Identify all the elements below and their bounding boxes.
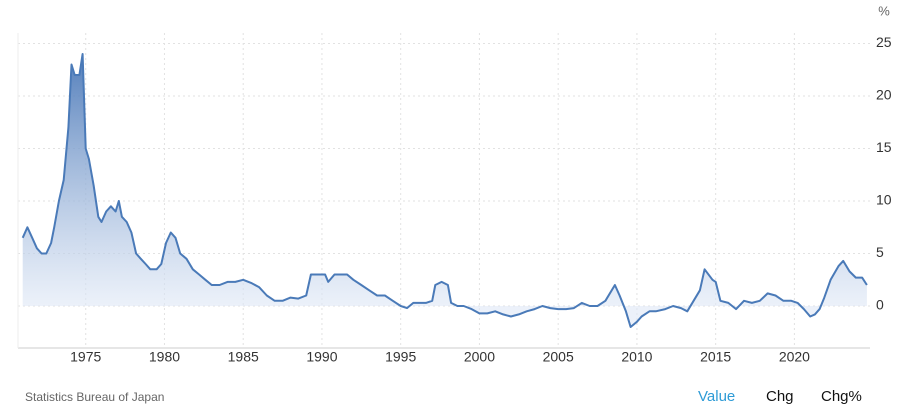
x-tick-label: 1980 — [149, 349, 180, 365]
y-unit: % — [878, 3, 890, 18]
x-tick-label: 1990 — [306, 349, 337, 365]
chg-pct-button[interactable]: Chg% — [821, 388, 862, 405]
x-tick-label: 2005 — [543, 349, 574, 365]
x-tick-label: 2015 — [700, 349, 731, 365]
x-tick-label: 2010 — [621, 349, 652, 365]
source: Statistics Bureau of Japan — [25, 390, 165, 404]
x-tick-label: 2000 — [464, 349, 495, 365]
y-tick-label: 15 — [876, 139, 892, 155]
y-tick-label: 25 — [876, 34, 892, 50]
y-tick-label: 20 — [876, 87, 892, 103]
y-tick-label: 5 — [876, 244, 884, 260]
chart: % 0 5 10 15 20 25 1975 1980 1985 1990 1995 2000 2005… — [17, 3, 892, 365]
line — [21, 53, 868, 328]
x-tick-label: 1975 — [70, 349, 101, 365]
x-tick-label: 1985 — [228, 349, 259, 365]
y-tick-label: 10 — [876, 192, 892, 208]
area — [22, 54, 867, 327]
x-tick-label: 2020 — [779, 349, 810, 365]
chg-button[interactable]: Chg — [766, 388, 794, 405]
value-button[interactable]: Value — [698, 388, 736, 405]
y-tick-label: 0 — [876, 297, 884, 313]
x-tick-label: 1995 — [385, 349, 416, 365]
